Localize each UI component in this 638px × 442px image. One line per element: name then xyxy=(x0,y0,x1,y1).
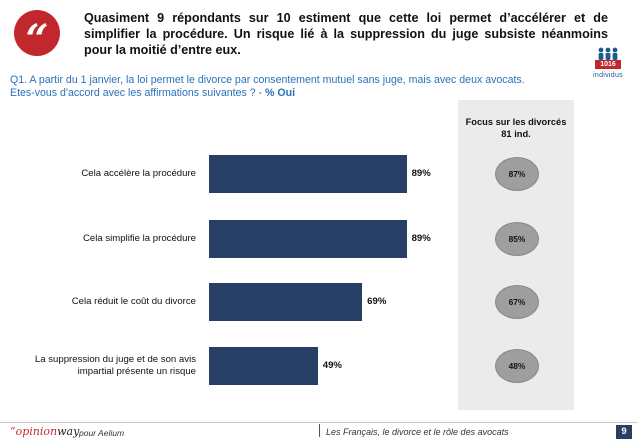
focus-value-circle: 85% xyxy=(495,222,539,256)
question-emphasis: % Oui xyxy=(265,87,296,99)
bar-value-label: 89% xyxy=(411,168,431,179)
question-text: Q1. A partir du 1 janvier, la loi permet… xyxy=(10,74,550,100)
focus-value-circle: 48% xyxy=(495,349,539,383)
focus-title-line: Focus sur les divorcés xyxy=(465,117,567,127)
bar xyxy=(209,347,318,385)
bar xyxy=(209,220,407,258)
bar-label: Cela simplifie la procédure xyxy=(82,233,196,244)
logo-way: way xyxy=(57,425,80,438)
bar xyxy=(209,155,407,193)
bar-value-label: 69% xyxy=(367,296,387,307)
sample-size-badge: 1016 individus xyxy=(577,46,631,90)
sample-count: 1016 xyxy=(595,60,621,69)
question-body: Q1. A partir du 1 janvier, la loi permet… xyxy=(10,74,525,99)
quote-mark: “ xyxy=(25,16,49,63)
focus-value-circle: 87% xyxy=(495,157,539,191)
bar-label: La suppression du juge et de son avis im… xyxy=(34,354,196,377)
client-credit: pour Aelium xyxy=(79,428,125,438)
people-icon xyxy=(598,47,618,60)
sample-unit: individus xyxy=(593,72,623,79)
focus-title: Focus sur les divorcés 81 ind. xyxy=(458,116,574,140)
footer-separator xyxy=(319,424,320,437)
bar-label: Cela accélère la procédure xyxy=(81,168,196,179)
footer-divider-line xyxy=(0,422,638,423)
page-number: 9 xyxy=(616,425,632,439)
headline: Quasiment 9 répondants sur 10 estiment q… xyxy=(84,11,608,57)
focus-subtitle: 81 ind. xyxy=(501,129,531,139)
focus-value-circle: 67% xyxy=(495,285,539,319)
bar-value-label: 89% xyxy=(411,233,431,244)
opinionway-logo: “opinionway xyxy=(10,425,79,438)
quote-icon: “ xyxy=(14,10,60,60)
bar-label: Cela réduit le coût du divorce xyxy=(71,296,196,307)
logo-opinion: “opinion xyxy=(10,425,58,438)
bar xyxy=(209,283,363,321)
bar-value-label: 49% xyxy=(322,360,342,371)
study-title: Les Français, le divorce et le rôle des … xyxy=(326,427,509,437)
